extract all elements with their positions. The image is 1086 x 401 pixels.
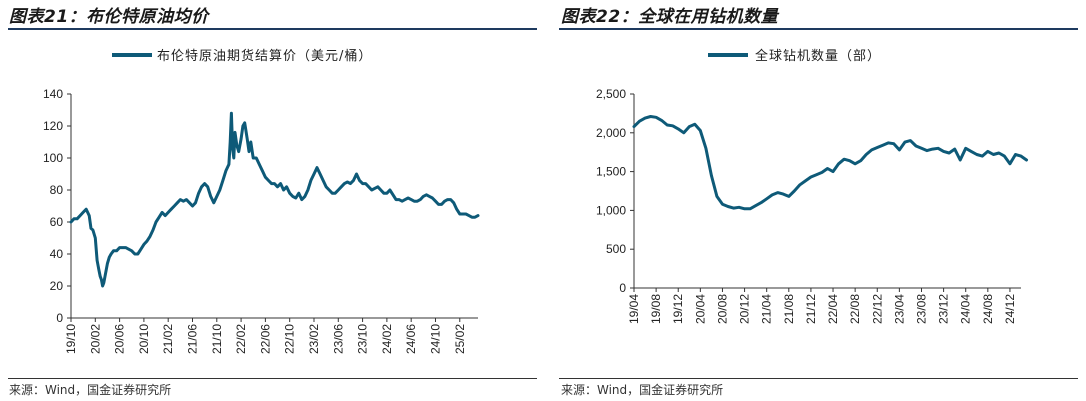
x-tick-label: 22/04: [826, 294, 840, 324]
x-tick-label: 23/06: [331, 324, 345, 354]
x-tick-label: 23/08: [914, 294, 928, 324]
y-tick-label: 20: [50, 279, 64, 293]
left-chart-panel: 图表21：布伦特原油均价 布伦特原油期货结算价（美元/桶） 0 20 40 60 80 1…: [8, 7, 537, 397]
x-tick-label: 21/06: [185, 324, 199, 354]
x-tick-label: 24/06: [404, 324, 418, 354]
legend-label: 布伦特原油期货结算价（美元/桶）: [157, 48, 372, 64]
x-tick-label: 22/12: [870, 294, 884, 324]
x-tick-label: 21/04: [760, 294, 774, 324]
x-tick-label: 22/06: [258, 324, 272, 354]
brent-chart: 布伦特原油期货结算价（美元/桶） 0 20 40 60 80 100 120 140 19/10…: [43, 48, 480, 354]
x-tick-label: 22/02: [234, 324, 248, 354]
source-divider: [8, 378, 537, 379]
y-tick-label: 2,500: [596, 87, 626, 101]
x-tick-label: 19/10: [64, 324, 78, 354]
source-note: 来源：Wind，国金证券研究所: [9, 383, 172, 397]
x-tick-label: 19/12: [671, 294, 685, 324]
rig-count-chart: 全球钻机数量（部） 0 500 1,000 1,500 2,000 2,500 19/04 1…: [596, 48, 1028, 324]
x-tick-label: 22/08: [848, 294, 862, 324]
x-tick-label: 20/02: [88, 324, 102, 354]
x-tick-label: 24/02: [380, 324, 394, 354]
source-divider: [559, 378, 1078, 379]
x-tick-label: 24/10: [428, 324, 442, 354]
x-tick-label: 20/12: [738, 294, 752, 324]
x-tick-label: 20/06: [113, 324, 127, 354]
x-tick-label: 23/10: [356, 324, 370, 354]
title-divider: [8, 28, 537, 30]
x-tick-label: 20/08: [715, 294, 729, 324]
y-tick-label: 500: [606, 242, 626, 256]
x-tick-label: 22/10: [283, 324, 297, 354]
y-tick-label: 100: [43, 151, 63, 165]
right-chart-panel: 图表22：全球在用钻机数量 全球钻机数量（部） 0 500 1,000 1,500 2,…: [543, 0, 1086, 401]
series-line: [69, 111, 480, 288]
chart-title: 图表21：布伦特原油均价: [9, 7, 209, 27]
x-tick-label: 20/04: [693, 294, 707, 324]
x-tick-label: 23/12: [937, 294, 951, 324]
x-tick-label: 19/08: [649, 294, 663, 324]
title-divider: [559, 28, 1078, 30]
y-tick-label: 1,000: [596, 203, 626, 217]
x-tick-label: 23/04: [892, 294, 906, 324]
x-tick-label: 21/08: [782, 294, 796, 324]
y-tick-label: 2,000: [596, 126, 626, 140]
x-tick-label: 21/12: [804, 294, 818, 324]
y-tick-label: 1,500: [596, 165, 626, 179]
legend-label: 全球钻机数量（部）: [755, 48, 881, 64]
y-tick-label: 60: [50, 215, 64, 229]
x-tick-label: 24/12: [1003, 294, 1017, 324]
chart-title: 图表22：全球在用钻机数量: [561, 7, 779, 27]
x-tick-label: 24/08: [981, 294, 995, 324]
x-tick-label: 25/02: [453, 324, 467, 354]
y-tick-label: 140: [43, 87, 63, 101]
x-tick-label: 23/02: [307, 324, 321, 354]
series-line: [632, 115, 1028, 211]
source-note: 来源：Wind，国金证券研究所: [561, 383, 724, 397]
x-tick-label: 21/10: [210, 324, 224, 354]
x-tick-label: 24/04: [959, 294, 973, 324]
y-tick-label: 0: [619, 281, 626, 295]
y-tick-label: 0: [56, 311, 63, 325]
y-tick-label: 120: [43, 119, 63, 133]
x-tick-label: 20/10: [137, 324, 151, 354]
x-tick-label: 19/04: [627, 294, 641, 324]
y-tick-label: 80: [50, 183, 64, 197]
y-tick-label: 40: [50, 247, 64, 261]
x-tick-label: 21/02: [161, 324, 175, 354]
